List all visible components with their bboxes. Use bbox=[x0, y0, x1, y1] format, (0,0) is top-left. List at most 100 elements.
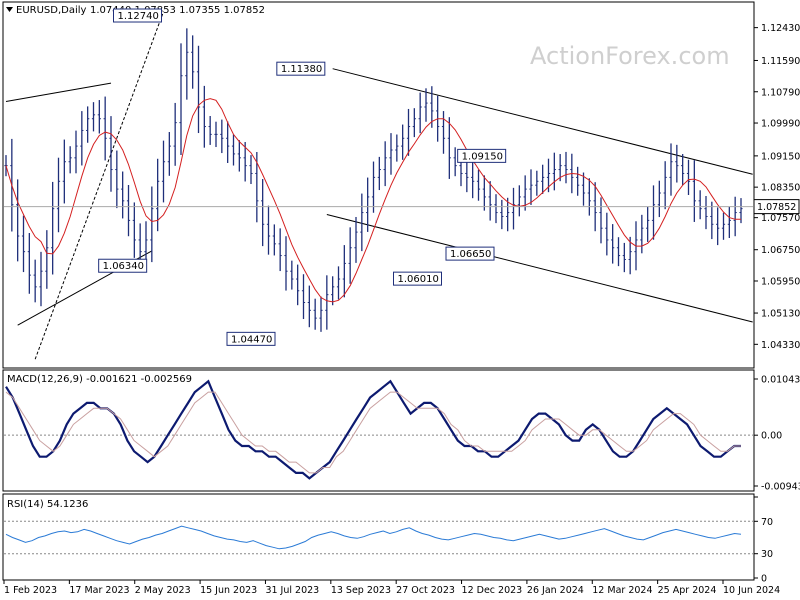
rsi-tick-label: 30 bbox=[761, 549, 773, 560]
price-annotation-label: 1.11380 bbox=[281, 64, 322, 75]
price-tick-label: 1.05950 bbox=[761, 276, 800, 287]
price-bar bbox=[39, 251, 43, 307]
rsi-line bbox=[5, 525, 742, 550]
price-bar bbox=[51, 181, 55, 275]
price-bar bbox=[360, 193, 364, 252]
price-bar bbox=[74, 130, 78, 174]
price-annotation-label: 1.06650 bbox=[450, 249, 491, 260]
price-bar bbox=[389, 133, 393, 175]
price-bar bbox=[266, 205, 271, 255]
price-tick-label: 1.09990 bbox=[761, 119, 800, 130]
price-bar bbox=[675, 144, 679, 183]
price-bar bbox=[354, 216, 358, 263]
rsi-tick-label: 0 bbox=[761, 574, 767, 585]
current-price-label: 1.07852 bbox=[757, 202, 796, 213]
price-bar bbox=[214, 121, 218, 148]
price-annotation-label: 1.09150 bbox=[462, 151, 503, 162]
macd-panel-frame bbox=[2, 369, 755, 492]
price-annotation: 1.06650 bbox=[445, 246, 495, 261]
price-tick-label: 1.06750 bbox=[761, 245, 800, 256]
price-annotation-label: 1.06340 bbox=[103, 261, 144, 272]
price-bar bbox=[33, 259, 37, 303]
price-bar bbox=[406, 108, 411, 156]
price-bar bbox=[261, 179, 265, 247]
price-bar bbox=[103, 96, 107, 161]
price-bar bbox=[622, 242, 626, 273]
price-bar bbox=[482, 175, 486, 211]
price-bar bbox=[301, 274, 306, 320]
price-bar bbox=[249, 155, 253, 185]
price-bar bbox=[646, 206, 650, 242]
rsi-panel-frame bbox=[2, 493, 755, 581]
price-bar bbox=[167, 132, 171, 176]
price-bar bbox=[721, 212, 726, 240]
price-bar bbox=[272, 224, 276, 256]
price-bar bbox=[663, 161, 667, 210]
price-bar bbox=[348, 227, 352, 284]
rsi-title: RSI(14) 54.1236 bbox=[7, 499, 88, 510]
x-tick-label: 10 Jun 2024 bbox=[723, 585, 780, 596]
price-bar bbox=[657, 180, 661, 218]
price-bar bbox=[383, 141, 387, 187]
price-tick-label: 1.05130 bbox=[761, 309, 800, 320]
rsi-axis-ticks: 70 30 0 bbox=[4, 496, 773, 585]
x-tick-label: 31 Jul 2023 bbox=[265, 585, 319, 596]
rsi-line bbox=[5, 525, 742, 550]
price-bar bbox=[156, 158, 160, 232]
price-bar bbox=[231, 134, 236, 166]
price-bar bbox=[307, 285, 311, 328]
price-bar bbox=[599, 197, 603, 244]
price-bar bbox=[640, 214, 644, 254]
x-tick-label: 26 Jan 2024 bbox=[527, 585, 584, 596]
macd-line bbox=[5, 379, 741, 480]
price-bar bbox=[62, 139, 66, 204]
price-bar bbox=[208, 115, 212, 145]
x-tick-label: 25 Apr 2024 bbox=[658, 585, 717, 596]
price-annotation: 1.09150 bbox=[457, 148, 507, 163]
rsi-tick-label: 70 bbox=[761, 517, 773, 528]
price-bar bbox=[412, 108, 416, 138]
x-tick-label: 17 Mar 2023 bbox=[69, 585, 129, 596]
x-tick-label: 15 Jun 2023 bbox=[200, 585, 257, 596]
price-bar bbox=[430, 86, 434, 128]
price-bar bbox=[319, 296, 323, 332]
ma-line bbox=[5, 98, 741, 303]
price-bar bbox=[284, 236, 288, 291]
dotted-trend-line bbox=[34, 11, 164, 360]
price-bar bbox=[692, 160, 696, 222]
price-bar bbox=[161, 140, 166, 203]
price-bar bbox=[336, 266, 341, 300]
price-annotation: 1.04470 bbox=[226, 331, 276, 346]
price-bar bbox=[179, 43, 183, 156]
price-bar bbox=[80, 111, 84, 166]
price-bar bbox=[401, 124, 405, 160]
price-annotation: 1.12740 bbox=[113, 8, 162, 23]
price-bar bbox=[91, 102, 96, 132]
price-bar bbox=[121, 171, 125, 219]
price-tick-label: 1.04330 bbox=[761, 340, 800, 351]
price-bar bbox=[552, 152, 556, 191]
price-bar bbox=[529, 169, 533, 205]
price-bar bbox=[173, 102, 177, 166]
macd-tick-label: 0.00 bbox=[761, 431, 782, 442]
price-bar bbox=[220, 119, 224, 154]
menu-triangle-icon[interactable] bbox=[6, 7, 13, 12]
price-bar bbox=[418, 92, 422, 134]
price-axis-ticks: 1.12430 1.11590 1.10790 1.09990 1.09150 1.083… bbox=[754, 23, 800, 351]
x-axis-ticks: 1 Feb 2023 17 Mar 2023 2 May 2023 15 Jun 20… bbox=[3, 580, 780, 596]
upper-downtrend-line bbox=[332, 68, 753, 175]
price-bar bbox=[185, 28, 189, 100]
price-bar bbox=[325, 275, 329, 330]
price-bar bbox=[196, 45, 201, 134]
price-bar bbox=[16, 179, 20, 262]
price-bar bbox=[669, 143, 673, 196]
price-annotation: 1.11380 bbox=[276, 61, 326, 76]
x-tick-label: 12 Dec 2023 bbox=[462, 585, 523, 596]
price-bar bbox=[476, 169, 481, 201]
price-bar bbox=[290, 260, 294, 290]
price-tick-label: 1.07570 bbox=[761, 213, 800, 224]
price-bar bbox=[255, 152, 259, 223]
price-bar bbox=[366, 177, 370, 232]
lower-downtrend-line bbox=[326, 214, 753, 323]
price-bar bbox=[447, 117, 451, 179]
